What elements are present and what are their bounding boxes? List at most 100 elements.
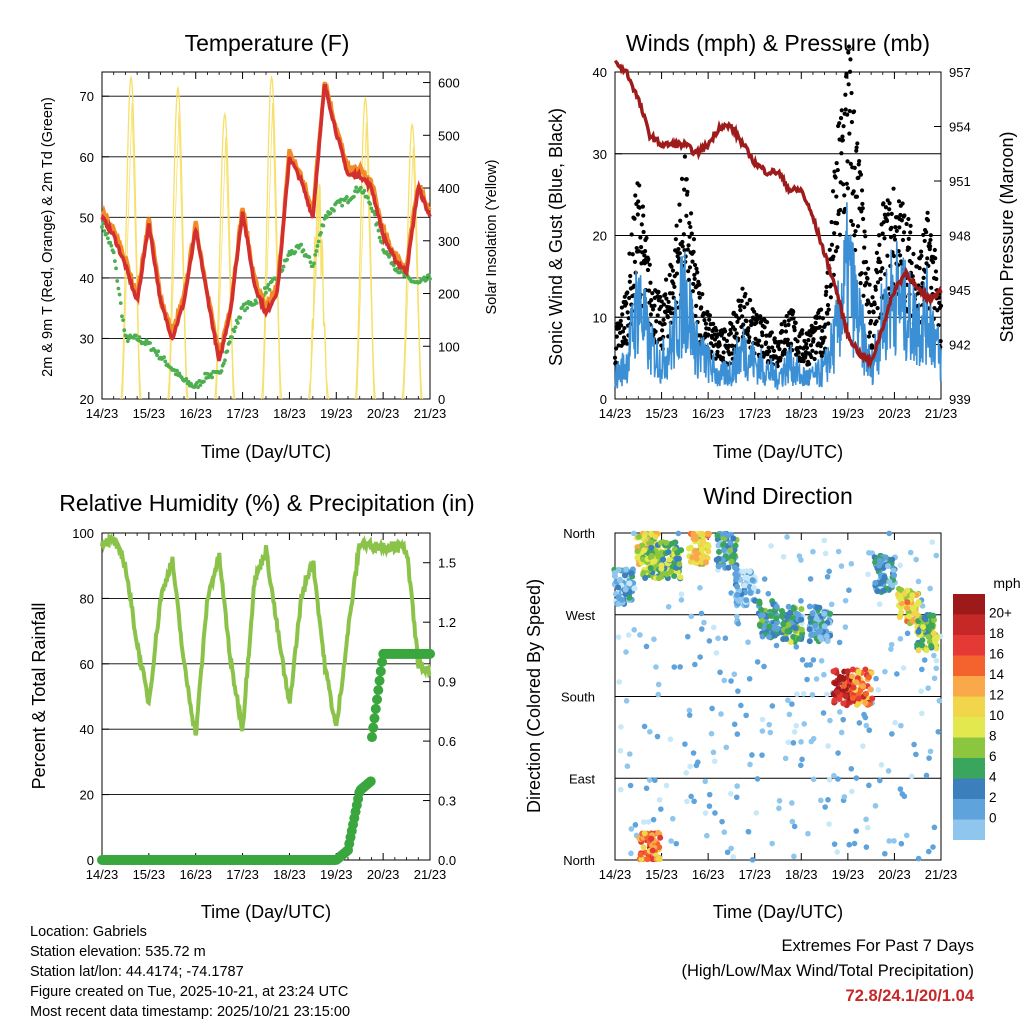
gust-point xyxy=(827,247,832,252)
dewpoint-point xyxy=(134,333,138,338)
gust-point xyxy=(813,350,819,355)
direction-point xyxy=(920,624,927,631)
gust-point xyxy=(707,313,713,318)
gust-point xyxy=(799,331,805,336)
gust-point xyxy=(792,328,797,333)
gust-point xyxy=(742,305,747,310)
gust-point xyxy=(855,141,860,146)
direction-point xyxy=(842,693,849,700)
direction-point xyxy=(785,603,792,610)
direction-point xyxy=(678,597,685,603)
direction-point xyxy=(640,819,647,825)
legend-swatch xyxy=(953,717,985,738)
direction-point xyxy=(898,722,904,729)
direction-point xyxy=(789,818,796,825)
direction-xtick-label: 16/23 xyxy=(692,867,725,882)
gust-point xyxy=(648,312,653,317)
gust-point xyxy=(646,257,651,262)
dewpoint-point xyxy=(369,206,374,211)
gust-point xyxy=(618,318,623,324)
dewpoint-point xyxy=(105,236,110,241)
direction-point xyxy=(641,830,648,837)
direction-point xyxy=(855,700,862,707)
winds-ytick-label: 20 xyxy=(593,229,607,244)
gust-point xyxy=(862,245,867,250)
direction-point xyxy=(647,565,654,572)
gust-point xyxy=(743,291,748,297)
gust-point xyxy=(933,256,938,261)
gust-point xyxy=(730,343,735,348)
direction-point xyxy=(759,752,765,758)
gust-point xyxy=(771,348,777,354)
direction-point xyxy=(930,630,937,637)
gust-point xyxy=(874,250,879,255)
direction-point xyxy=(678,591,685,597)
direction-point xyxy=(817,634,824,641)
gust-point xyxy=(875,305,880,311)
gust-point xyxy=(647,262,652,267)
dewpoint-point xyxy=(109,243,114,248)
gust-point xyxy=(650,291,655,296)
direction-point xyxy=(628,826,635,832)
temperature-xtick-label: 20/23 xyxy=(367,406,400,421)
direction-point xyxy=(831,841,838,847)
extremes-values: 72.8/24.1/20/1.04 xyxy=(845,987,974,1005)
dewpoint-point xyxy=(325,215,329,219)
direction-point xyxy=(930,844,936,850)
direction-point xyxy=(786,711,793,718)
dewpoint-point xyxy=(116,286,121,291)
direction-point xyxy=(650,558,657,565)
dewpoint-point xyxy=(221,361,226,366)
gust-point xyxy=(627,279,632,284)
dewpoint-point xyxy=(371,209,376,214)
winds-title: Winds (mph) & Pressure (mb) xyxy=(626,30,930,56)
dewpoint-point xyxy=(162,355,166,360)
gust-point xyxy=(840,134,845,139)
direction-point xyxy=(931,675,938,682)
direction-point xyxy=(927,748,934,755)
direction-point xyxy=(844,668,851,675)
gust-point xyxy=(639,222,644,227)
temperature-rtick-label: 300 xyxy=(438,234,460,249)
direction-point xyxy=(929,623,936,630)
direction-point xyxy=(779,613,786,620)
gust-point xyxy=(919,253,924,259)
direction-point xyxy=(705,530,712,537)
direction-point xyxy=(734,731,741,737)
gust-point xyxy=(845,159,850,164)
direction-point xyxy=(898,609,905,616)
gust-point xyxy=(637,183,642,188)
gust-point xyxy=(839,108,844,113)
direction-point xyxy=(866,549,872,556)
gust-point xyxy=(714,328,719,333)
gust-point xyxy=(883,205,889,210)
direction-point xyxy=(683,769,690,776)
dewpoint-point xyxy=(112,259,117,264)
direction-point xyxy=(758,606,765,613)
direction-point xyxy=(768,543,774,549)
humidity-rtick-label: 1.5 xyxy=(438,556,456,571)
direction-point xyxy=(759,728,766,734)
winds-rtick-label: 951 xyxy=(949,174,971,189)
winds-ylabel-right: Station Pressure (Maroon) xyxy=(997,131,1017,342)
legend-label: 14 xyxy=(989,667,1005,682)
legend-swatch xyxy=(953,819,985,840)
gust-point xyxy=(748,298,753,303)
gust-point xyxy=(866,266,871,271)
direction-point xyxy=(822,804,828,810)
direction-point xyxy=(886,530,893,537)
dewpoint-point xyxy=(362,188,367,193)
gust-point xyxy=(897,225,902,230)
gust-point xyxy=(705,332,711,337)
direction-point xyxy=(810,548,816,555)
gust-point xyxy=(760,333,765,338)
gust-point xyxy=(857,159,862,164)
gust-point xyxy=(833,249,839,254)
gust-point xyxy=(661,334,666,340)
dewpoint-point xyxy=(422,275,427,280)
direction-point xyxy=(923,772,930,779)
dewpoint-point xyxy=(144,338,149,343)
temperature-ytick-label: 30 xyxy=(80,331,94,346)
direction-point xyxy=(727,547,734,554)
precipitation-point xyxy=(375,666,386,677)
